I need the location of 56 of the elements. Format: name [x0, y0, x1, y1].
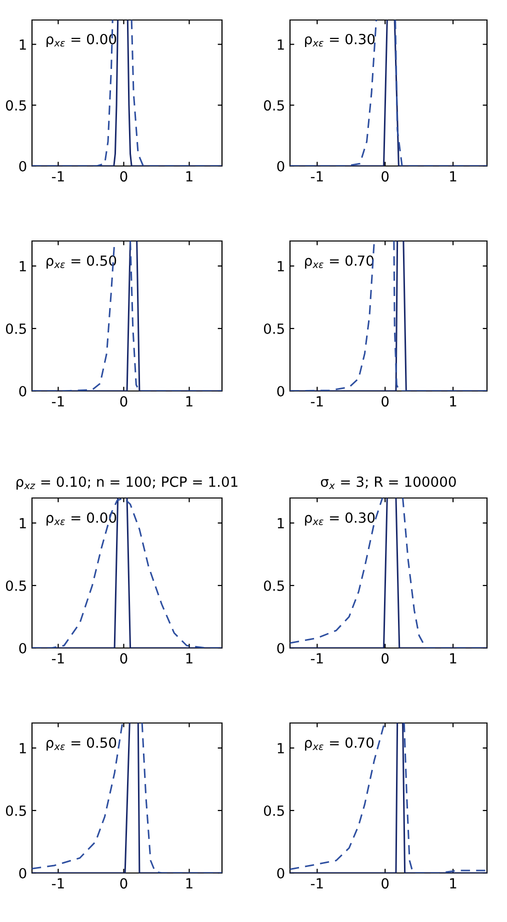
x-tick-label: -1	[310, 653, 323, 664]
y-tick-label: 0	[277, 868, 284, 878]
y-tick-label: 0	[19, 386, 26, 396]
annotation: ρ$_{xε}$ = 0.00	[46, 34, 116, 48]
x-tick-label: -1	[52, 396, 64, 406]
y-tick-label: 0	[277, 160, 284, 172]
x-tick-label: 1	[186, 653, 192, 664]
x-tick-label: -1	[52, 171, 64, 182]
x-tick-label: 0	[382, 396, 389, 407]
x-tick-label: 0	[120, 171, 128, 182]
x-tick-label: 1	[450, 396, 456, 406]
y-tick-label: 0	[277, 386, 284, 396]
y-tick-label: 0.5	[264, 805, 284, 816]
annotation: ρ$_{xε}$ = 0.70	[305, 737, 374, 751]
x-tick-label: 0	[382, 653, 389, 664]
annotation: ρ$_{xε}$ = 0.30	[305, 34, 375, 48]
y-tick-label: 1	[20, 39, 26, 50]
x-tick-label: -1	[310, 396, 323, 406]
x-tick-label: -1	[310, 171, 323, 182]
y-tick-label: 0.5	[6, 805, 26, 816]
x-tick-label: -1	[52, 878, 64, 888]
y-tick-label: 0.5	[6, 323, 26, 334]
x-tick-label: -1	[310, 878, 323, 888]
y-tick-label: 1	[20, 261, 26, 272]
y-tick-label: 0	[277, 642, 284, 654]
x-tick-label: 1	[186, 396, 192, 406]
x-tick-label: 0	[120, 878, 128, 889]
x-tick-label: 1	[450, 878, 456, 888]
y-tick-label: 1	[278, 743, 284, 754]
y-tick-label: 0	[19, 160, 26, 172]
y-tick-label: 0.5	[264, 323, 284, 334]
x-tick-label: 1	[186, 171, 192, 182]
y-tick-label: 1	[278, 261, 284, 272]
x-tick-label: 0	[120, 396, 128, 407]
annotation: ρ$_{xε}$ = 0.30	[305, 512, 375, 526]
y-tick-label: 0	[19, 868, 26, 878]
x-tick-label: -1	[52, 653, 64, 664]
y-tick-label: 0.5	[264, 580, 284, 591]
y-tick-label: 0.5	[6, 580, 26, 591]
y-tick-label: 1	[20, 743, 26, 754]
x-tick-label: 0	[120, 653, 128, 664]
annotation: ρ$_{xε}$ = 0.50	[46, 737, 116, 751]
x-tick-label: 0	[382, 171, 389, 182]
x-tick-label: 1	[186, 878, 192, 888]
y-tick-label: 0.5	[264, 100, 284, 111]
x-tick-label: 0	[382, 878, 389, 889]
chart-title: σ$_{x}$ = 3; R = 100000	[320, 476, 456, 490]
y-tick-label: 1	[278, 39, 284, 50]
chart-title: ρ$_{xz}$ = 0.10; n = 100; PCP = 1.01	[16, 476, 238, 490]
x-tick-label: 1	[450, 171, 456, 182]
annotation: ρ$_{xε}$ = 0.50	[46, 255, 116, 269]
y-tick-label: 0	[19, 642, 26, 654]
y-tick-label: 1	[20, 518, 26, 528]
y-tick-label: 0.5	[6, 100, 26, 111]
x-tick-label: 1	[450, 653, 456, 664]
y-tick-label: 1	[278, 518, 284, 528]
